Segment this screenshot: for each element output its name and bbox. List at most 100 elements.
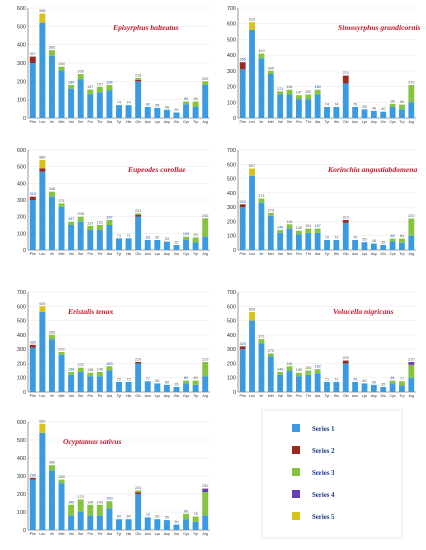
- bar-value-label: 219: [135, 358, 141, 362]
- bar-segment: [135, 213, 142, 215]
- x-tick-label: Ala: [315, 120, 320, 124]
- x-tick-label: Glu: [380, 120, 386, 124]
- x-tick-label: Arg: [202, 252, 208, 256]
- bar-value-label: 70: [353, 103, 357, 107]
- bar-value-label: 270: [268, 349, 274, 353]
- y-tick-label: 400: [17, 43, 26, 49]
- bar-segment: [314, 94, 321, 118]
- y-tick-label: 300: [17, 61, 26, 67]
- bar-segment: [29, 196, 36, 200]
- x-tick-label: Met: [268, 120, 274, 124]
- bar-segment: [277, 372, 284, 375]
- x-tick-label: Arg: [202, 532, 208, 536]
- x-tick-label: Ile: [260, 394, 264, 398]
- x-tick-label: Met: [59, 394, 65, 398]
- chart-title: Eupeodes corollae: [127, 165, 186, 174]
- x-tick-label: Lys: [362, 252, 368, 256]
- x-tick-label: Glu: [174, 532, 180, 536]
- y-tick-label: 0: [23, 528, 26, 534]
- bar-value-label: 80: [184, 376, 188, 380]
- x-tick-label: Leu: [249, 252, 255, 256]
- x-tick-label: Val: [69, 394, 74, 398]
- bar-segment: [96, 372, 103, 377]
- bar-value-label: 45: [372, 239, 376, 243]
- bar-segment: [352, 107, 359, 118]
- x-tick-label: Val: [278, 252, 283, 256]
- chart-title: Korinchia angustiabdomena: [327, 165, 417, 174]
- bar-segment: [68, 515, 75, 530]
- bar-value-label: 35: [174, 383, 178, 387]
- bar-segment: [87, 504, 94, 516]
- y-tick-label: 200: [227, 361, 236, 367]
- bar-value-label: 74: [117, 101, 121, 105]
- bar-segment: [77, 512, 84, 530]
- bar-value-label: 45: [372, 106, 376, 110]
- x-tick-label: Cys: [389, 394, 395, 398]
- bar-value-label: 63: [146, 236, 150, 240]
- x-tick-label: Ser: [78, 120, 84, 124]
- bar-segment: [408, 102, 415, 118]
- bar-segment: [202, 488, 209, 493]
- bar-value-label: 273: [268, 208, 274, 212]
- bar-value-label: 71: [117, 234, 121, 238]
- bar-value-label: 181: [286, 85, 292, 89]
- y-tick-label: 500: [227, 37, 236, 43]
- bar-value-label: 220: [408, 214, 414, 218]
- x-tick-label: Asn: [145, 532, 151, 536]
- x-tick-label: Ser: [78, 532, 84, 536]
- bar-segment: [96, 376, 103, 392]
- bar-segment: [370, 110, 377, 118]
- x-tick-label: Pro: [296, 394, 302, 398]
- chart-panel: 0 100 200 300 400 500 600 700 330 Phe 605 Leu 385 Ile…: [17, 290, 210, 398]
- bar-value-label: 138: [87, 368, 93, 372]
- y-tick-label: 500: [17, 24, 26, 30]
- legend-label: Series 4: [312, 492, 335, 499]
- bar-segment: [249, 168, 255, 176]
- x-tick-label: Asn: [352, 252, 358, 256]
- bar-value-label: 62: [155, 236, 159, 240]
- bar-segment: [202, 85, 209, 118]
- legend-label: Series 2: [312, 448, 335, 455]
- bar-segment: [408, 235, 415, 250]
- bar-segment: [96, 86, 103, 93]
- bar-segment: [135, 494, 142, 530]
- chart-title: Ocyptamus sativus: [63, 437, 121, 446]
- bar-value-label: 140: [87, 500, 93, 504]
- x-tick-label: Val: [69, 120, 74, 124]
- bar-segment: [48, 339, 55, 392]
- x-tick-label: Ser: [78, 394, 84, 398]
- x-tick-label: His: [126, 252, 131, 256]
- legend-swatch: [292, 424, 300, 432]
- bar-value-label: 150: [305, 366, 311, 370]
- x-tick-label: Trp: [193, 120, 198, 124]
- bar-segment: [389, 383, 396, 392]
- bar-segment: [68, 221, 75, 225]
- x-tick-label: Met: [268, 252, 274, 256]
- bar-value-label: 605: [39, 302, 45, 306]
- bar-value-label: 603: [249, 308, 255, 312]
- bar-value-label: 70: [353, 236, 357, 240]
- x-tick-label: Cys: [183, 394, 189, 398]
- bar-segment: [192, 242, 199, 250]
- bar-segment: [277, 94, 284, 118]
- bar-segment: [380, 387, 387, 392]
- bar-value-label: 90: [194, 97, 198, 101]
- bar-segment: [96, 504, 103, 516]
- bar-value-label: 270: [343, 71, 349, 75]
- bar-segment: [314, 89, 321, 95]
- bar-segment: [333, 382, 340, 392]
- bar-value-label: 151: [97, 221, 103, 225]
- x-tick-label: Phe: [239, 120, 245, 124]
- bar-segment: [135, 81, 142, 118]
- x-tick-label: Trp: [399, 252, 404, 256]
- bar-value-label: 75: [194, 512, 198, 516]
- bar-value-label: 81: [390, 376, 394, 380]
- bar-value-label: 55: [362, 105, 366, 109]
- x-tick-label: Val: [69, 252, 74, 256]
- bar-value-label: 181: [286, 362, 292, 366]
- bar-value-label: 62: [146, 103, 150, 107]
- x-tick-label: Thr: [97, 532, 103, 536]
- bar-value-label: 90: [390, 99, 394, 103]
- bar-value-label: 53: [165, 237, 169, 241]
- chart-title: Eristalis tenax: [67, 307, 114, 316]
